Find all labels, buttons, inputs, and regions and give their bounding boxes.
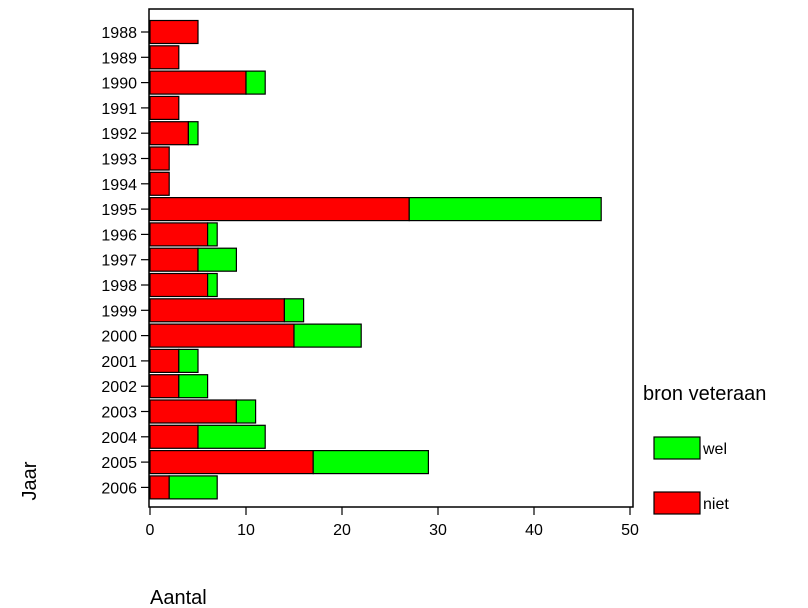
legend-swatch-wel [653, 436, 701, 460]
bars-group [149, 19, 602, 500]
y-tick-label-1990: 1990 [101, 76, 137, 93]
bar-wel-2000 [293, 323, 362, 348]
bar-niet-2000 [149, 323, 295, 348]
bar-niet-1994 [149, 171, 170, 196]
bar-niet-1999 [149, 298, 285, 323]
bar-niet-2005 [149, 450, 314, 475]
y-tick-label-1992: 1992 [101, 126, 137, 143]
bar-wel-1995 [408, 197, 602, 222]
bar-wel-2006 [168, 475, 218, 500]
bar-niet-1992 [149, 121, 190, 146]
y-tick-label-1991: 1991 [101, 101, 137, 118]
y-tick-label-2002: 2002 [101, 379, 137, 396]
y-axis-title: Jaar [19, 461, 41, 500]
x-tick-label-30: 30 [429, 522, 447, 539]
x-tick-label-10: 10 [237, 522, 255, 539]
bar-niet-1991 [149, 95, 180, 121]
bar-niet-1997 [149, 247, 199, 272]
bar-wel-1999 [283, 298, 305, 323]
y-axis: 1988 1989 1990 1991 1992 1993 1994 1995 1996 1997… [101, 25, 149, 497]
bar-wel-2002 [178, 374, 209, 399]
y-tick-label-2005: 2005 [101, 455, 137, 472]
legend-title: bron veteraan [643, 383, 766, 405]
legend: wel niet [653, 436, 729, 515]
y-tick-label-1997: 1997 [101, 253, 137, 270]
y-tick-label-1994: 1994 [101, 177, 137, 194]
x-tick-label-20: 20 [333, 522, 351, 539]
bar-niet-1996 [149, 222, 209, 247]
y-tick-label-1996: 1996 [101, 227, 137, 244]
bar-wel-1997 [197, 247, 238, 272]
bar-wel-2005 [312, 450, 430, 475]
bar-niet-2006 [149, 475, 170, 500]
bar-wel-2004 [197, 424, 266, 449]
x-axis-title: Aantal [150, 587, 207, 608]
bar-niet-1989 [149, 45, 180, 70]
bar-wel-1996 [207, 222, 218, 247]
legend-label-wel: wel [702, 441, 727, 458]
y-tick-label-2003: 2003 [101, 405, 137, 422]
bar-niet-1995 [149, 197, 410, 222]
y-tick-label-1998: 1998 [101, 278, 137, 295]
x-tick-label-40: 40 [525, 522, 543, 539]
legend-label-niet: niet [703, 496, 729, 513]
bar-wel-2003 [235, 399, 257, 424]
x-tick-label-0: 0 [146, 522, 155, 539]
bar-wel-1990 [245, 70, 266, 95]
y-tick-label-1999: 1999 [101, 303, 137, 320]
x-tick-label-50: 50 [621, 522, 639, 539]
y-tick-label-2004: 2004 [101, 430, 137, 447]
bar-niet-1993 [149, 146, 170, 171]
bar-wel-2001 [178, 348, 199, 373]
legend-swatch-niet [653, 491, 701, 515]
bar-niet-1988 [149, 19, 199, 45]
y-tick-label-1993: 1993 [101, 152, 137, 169]
bar-niet-2004 [149, 424, 199, 449]
bar-niet-1998 [149, 272, 209, 298]
y-tick-label-2000: 2000 [101, 329, 137, 346]
bar-niet-2002 [149, 374, 180, 399]
y-tick-label-1989: 1989 [101, 50, 137, 67]
y-tick-label-1988: 1988 [101, 25, 137, 42]
x-axis: 0 10 20 30 40 50 [146, 507, 639, 539]
y-tick-label-1995: 1995 [101, 202, 137, 219]
bar-wel-1998 [207, 272, 218, 298]
y-tick-label-2006: 2006 [101, 480, 137, 497]
bar-niet-2003 [149, 399, 238, 424]
bar-niet-2001 [149, 348, 180, 373]
bar-wel-1992 [187, 121, 199, 146]
y-tick-label-2001: 2001 [101, 354, 137, 371]
bar-niet-1990 [149, 70, 247, 95]
